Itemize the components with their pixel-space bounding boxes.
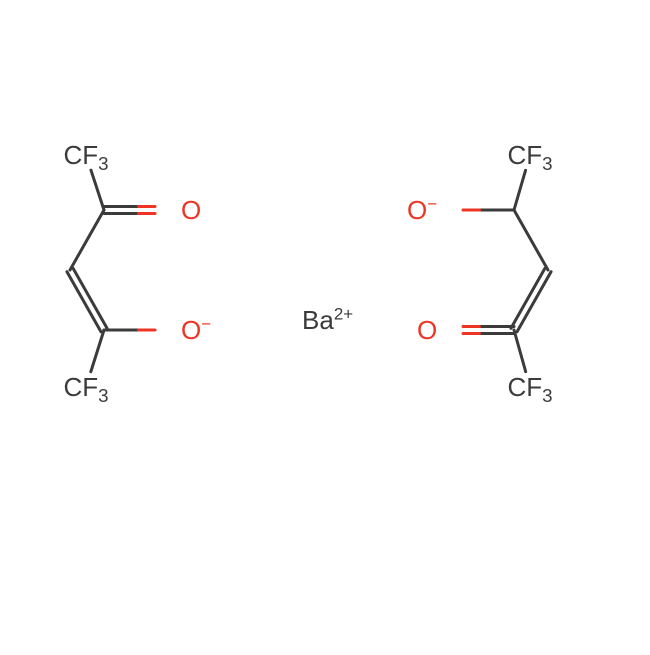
- cf3-label: CF3: [64, 142, 109, 168]
- cf3-label: CF3: [508, 142, 553, 168]
- oxygen-label: O: [181, 197, 201, 223]
- metal-center-label: Ba2+: [302, 307, 353, 333]
- oxygen-anion-label: O−: [407, 197, 437, 223]
- molecule-canvas: CF3 CF3 CF3 CF3 O O− O− O Ba2+: [0, 0, 650, 650]
- oxygen-anion-label: O−: [181, 317, 211, 343]
- cf3-label: CF3: [508, 374, 553, 400]
- oxygen-label: O: [417, 317, 437, 343]
- cf3-label: CF3: [64, 374, 109, 400]
